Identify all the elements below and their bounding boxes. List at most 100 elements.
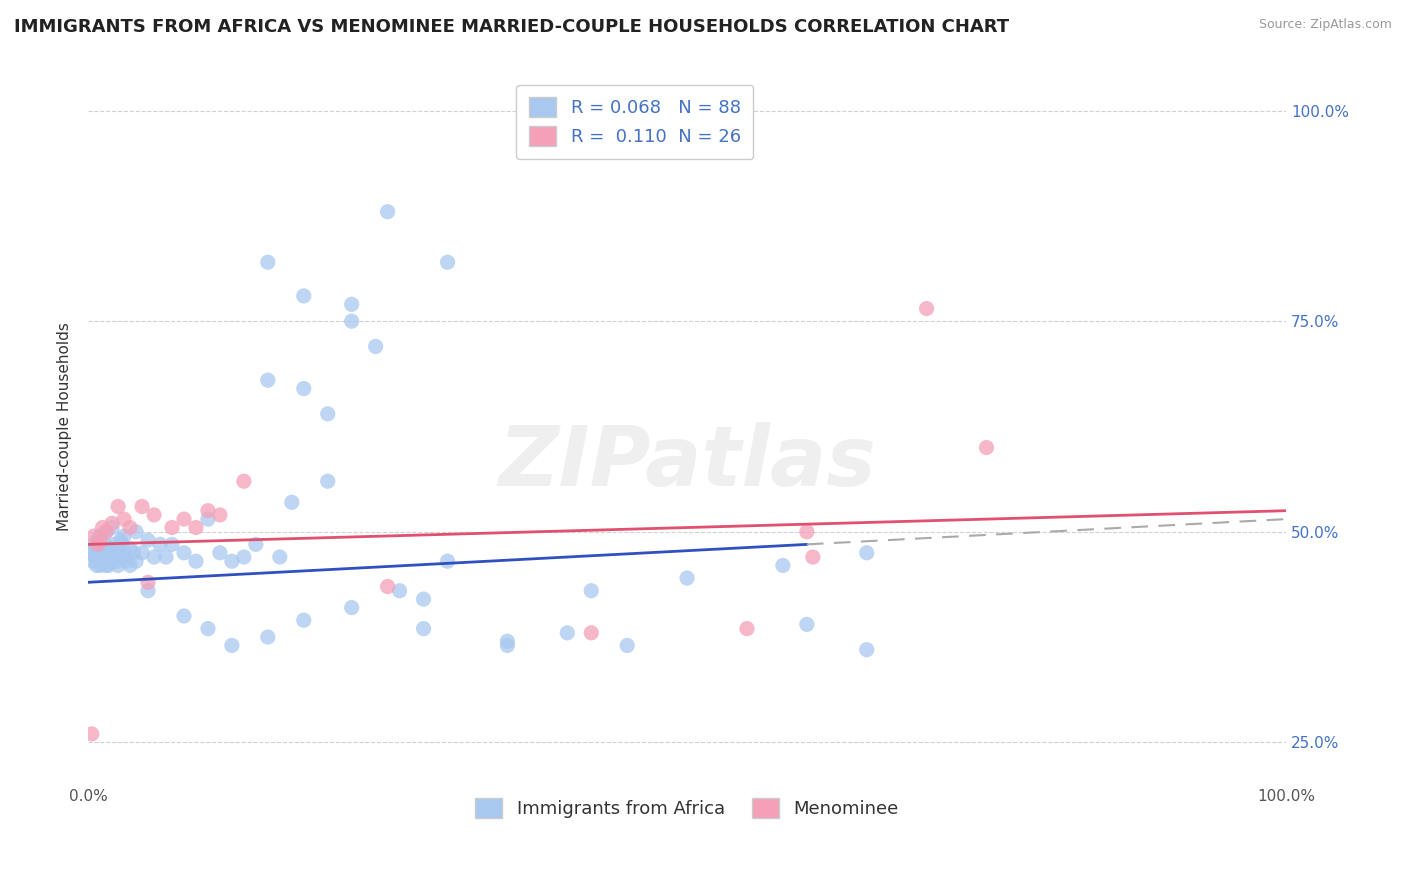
Point: [436, 255, 458, 269]
Point: [122, 546, 145, 560]
Text: Source: ZipAtlas.com: Source: ZipAtlas.com: [1258, 18, 1392, 31]
Point: [115, 554, 138, 568]
Point: [256, 373, 278, 387]
Point: [160, 520, 183, 534]
Point: [131, 500, 153, 514]
Point: [136, 575, 159, 590]
Point: [377, 580, 399, 594]
Point: [107, 500, 129, 514]
Point: [107, 558, 129, 573]
Point: [103, 537, 125, 551]
Point: [436, 554, 458, 568]
Point: [269, 549, 291, 564]
Point: [581, 583, 603, 598]
Point: [915, 301, 938, 316]
Point: [256, 255, 278, 269]
Point: [84, 549, 107, 564]
Point: [104, 546, 127, 560]
Point: [94, 524, 117, 539]
Point: [316, 407, 339, 421]
Point: [197, 512, 219, 526]
Point: [89, 529, 111, 543]
Point: [86, 558, 108, 573]
Legend: Immigrants from Africa, Menominee: Immigrants from Africa, Menominee: [468, 791, 905, 825]
Point: [111, 537, 134, 551]
Point: [232, 474, 254, 488]
Point: [208, 508, 231, 522]
Point: [103, 549, 125, 564]
Point: [281, 495, 304, 509]
Point: [555, 625, 578, 640]
Point: [292, 289, 315, 303]
Point: [364, 339, 387, 353]
Point: [120, 541, 142, 556]
Point: [93, 554, 115, 568]
Point: [79, 546, 101, 560]
Point: [412, 592, 434, 607]
Point: [101, 554, 124, 568]
Point: [94, 558, 117, 573]
Point: [97, 558, 120, 573]
Point: [131, 546, 153, 560]
Point: [676, 820, 699, 834]
Point: [105, 554, 128, 568]
Point: [232, 549, 254, 564]
Point: [197, 622, 219, 636]
Point: [90, 541, 112, 556]
Text: IMMIGRANTS FROM AFRICA VS MENOMINEE MARRIED-COUPLE HOUSEHOLDS CORRELATION CHART: IMMIGRANTS FROM AFRICA VS MENOMINEE MARR…: [14, 18, 1010, 36]
Point: [108, 546, 131, 560]
Point: [581, 625, 603, 640]
Point: [496, 634, 519, 648]
Point: [160, 537, 183, 551]
Point: [143, 508, 166, 522]
Point: [91, 549, 114, 564]
Point: [292, 613, 315, 627]
Point: [316, 474, 339, 488]
Point: [120, 558, 142, 573]
Point: [976, 441, 998, 455]
Y-axis label: Married-couple Households: Married-couple Households: [58, 322, 72, 531]
Point: [112, 512, 135, 526]
Point: [245, 537, 267, 551]
Point: [676, 571, 699, 585]
Point: [110, 533, 132, 548]
Point: [125, 524, 148, 539]
Point: [91, 520, 114, 534]
Point: [87, 546, 110, 560]
Point: [772, 558, 794, 573]
Point: [87, 537, 110, 551]
Point: [120, 520, 142, 534]
Point: [87, 533, 110, 548]
Point: [173, 512, 195, 526]
Point: [292, 382, 315, 396]
Point: [136, 583, 159, 598]
Point: [136, 533, 159, 548]
Point: [112, 529, 135, 543]
Point: [112, 549, 135, 564]
Point: [221, 639, 243, 653]
Point: [94, 524, 117, 539]
Point: [173, 609, 195, 624]
Point: [412, 622, 434, 636]
Point: [143, 549, 166, 564]
Point: [83, 537, 105, 551]
Point: [340, 314, 363, 328]
Point: [107, 541, 129, 556]
Point: [184, 554, 207, 568]
Point: [94, 537, 117, 551]
Point: [208, 546, 231, 560]
Point: [796, 617, 818, 632]
Point: [256, 630, 278, 644]
Point: [616, 639, 638, 653]
Point: [855, 546, 877, 560]
Point: [735, 622, 758, 636]
Point: [89, 533, 111, 548]
Point: [155, 549, 177, 564]
Point: [388, 583, 411, 598]
Point: [377, 204, 399, 219]
Point: [184, 520, 207, 534]
Point: [125, 554, 148, 568]
Point: [82, 554, 104, 568]
Point: [98, 541, 121, 556]
Point: [496, 639, 519, 653]
